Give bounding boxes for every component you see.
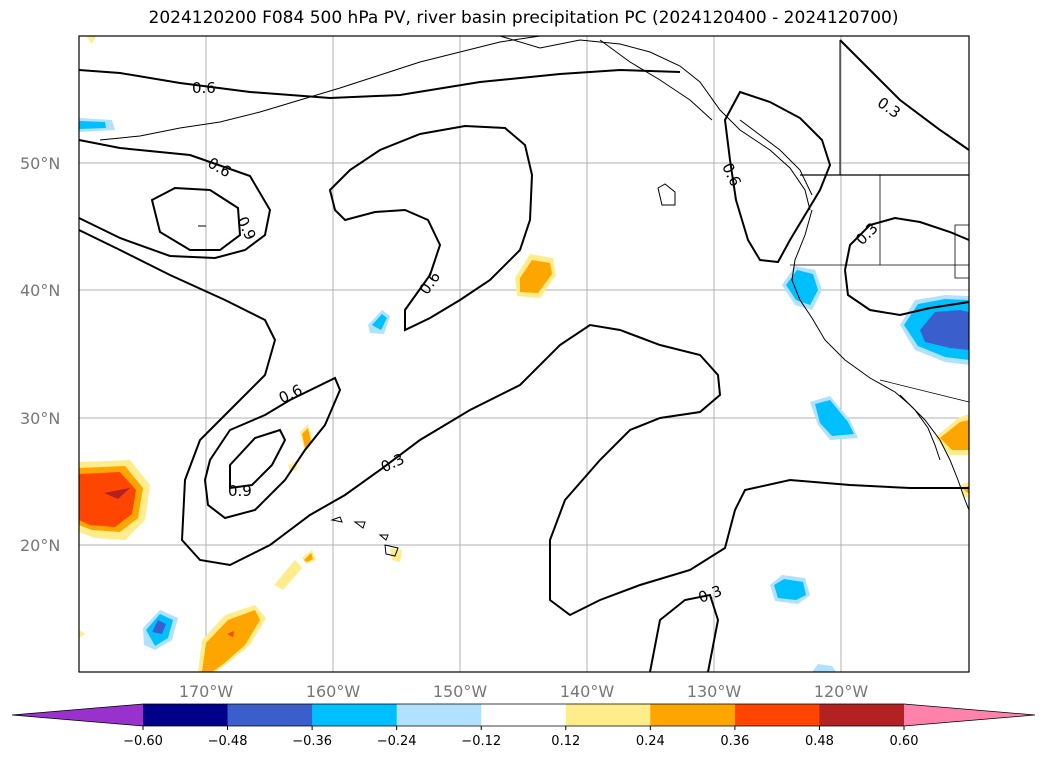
lat-label: 50°N — [20, 154, 60, 173]
colorbar-extend-low — [12, 704, 143, 726]
lat-label: 30°N — [20, 409, 60, 428]
lon-label: 140°W — [560, 682, 615, 701]
colorbar-segment — [481, 704, 567, 726]
lon-label: 150°W — [433, 682, 488, 701]
lon-label: 130°W — [687, 682, 742, 701]
colorbar-segment — [650, 704, 736, 726]
colorbar: −0.60 −0.48 −0.36 −0.24 −0.12 0.12 0.24 0.36 0.4… — [11, 703, 1036, 749]
colorbar-tick-label: −0.12 — [461, 734, 501, 749]
colorbar-tick-label: −0.36 — [292, 734, 332, 749]
lon-label: 170°W — [179, 682, 234, 701]
colorbar-tick-label: 0.12 — [551, 734, 580, 749]
colorbar-extend-high — [904, 704, 1035, 726]
lon-label: 160°W — [306, 682, 361, 701]
map-title: 2024120200 F084 500 hPa PV, river basin … — [148, 8, 899, 28]
colorbar-tick-label: 0.36 — [720, 734, 749, 749]
latitude-labels: 50°N 40°N 30°N 20°N — [20, 154, 60, 555]
longitude-labels: 170°W 160°W 150°W 140°W 130°W 120°W — [179, 682, 869, 701]
contour-label: 0.6 — [192, 79, 216, 97]
lat-label: 20°N — [20, 536, 60, 555]
map-panel: 0.6 0.6 0.9 0.6 0.6 0.3 0.6 0.3 0.9 0.3 … — [78, 35, 970, 673]
colorbar-tick-label: −0.24 — [377, 734, 417, 749]
gridlines — [79, 36, 969, 672]
colorbar-segment — [734, 704, 820, 726]
lon-label: 120°W — [814, 682, 869, 701]
colorbar-segment — [143, 704, 229, 726]
colorbar-segment — [312, 704, 398, 726]
colorbar-tick-label: 0.60 — [890, 734, 919, 749]
precip-shading — [79, 36, 969, 672]
colorbar-tick-label: 0.48 — [805, 734, 834, 749]
contour-label: 0.9 — [228, 482, 252, 500]
colorbar-segment — [819, 704, 905, 726]
coastlines — [99, 35, 970, 557]
colorbar-segment — [565, 704, 651, 726]
colorbar-tick-label: −0.48 — [208, 734, 248, 749]
colorbar-segment — [396, 704, 482, 726]
colorbar-tick-label: 0.24 — [636, 734, 665, 749]
colorbar-tick-label: −0.60 — [123, 734, 163, 749]
map-frame — [78, 35, 970, 673]
pv-contours — [78, 39, 970, 673]
colorbar-segment — [227, 704, 313, 726]
lat-label: 40°N — [20, 281, 60, 300]
